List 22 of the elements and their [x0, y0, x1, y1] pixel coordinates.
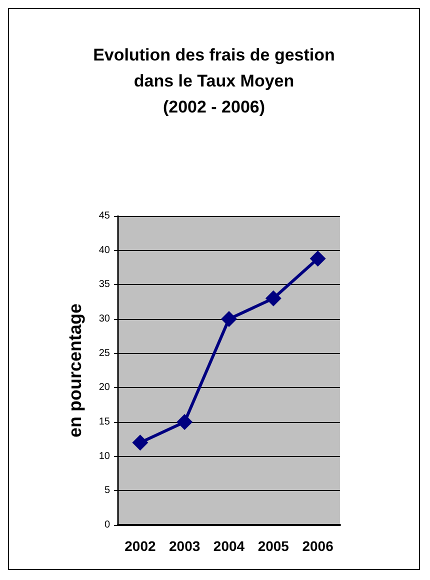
x-tick-label: 2005	[258, 538, 290, 554]
y-tick-label: 0	[104, 520, 110, 530]
y-tick-label: 5	[104, 485, 110, 496]
y-tick-label: 45	[98, 210, 110, 222]
x-tick-label: 2002	[124, 538, 156, 554]
y-tick-label: 10	[98, 450, 110, 462]
point	[265, 290, 282, 306]
point	[176, 414, 193, 430]
x-tick-label: 2006	[302, 538, 334, 554]
y-tick-label: 20	[98, 382, 110, 394]
point	[221, 311, 237, 327]
y-tick-label: 25	[98, 348, 110, 359]
y-tick-label: 40	[98, 244, 110, 256]
point	[132, 434, 148, 451]
x-tick-label: 2004	[213, 538, 245, 554]
y-axis-title: en pourcentage	[65, 303, 85, 438]
point	[310, 250, 326, 267]
y-tick-label: 30	[98, 314, 110, 324]
y-tick-label: 15	[98, 416, 110, 428]
y-tick-label: 35	[98, 279, 110, 290]
chart-title: Evolution des frais de gestion dans le Taux Moyen (2002 - 2006)	[93, 46, 335, 116]
x-tick-label: 2003	[169, 538, 200, 554]
